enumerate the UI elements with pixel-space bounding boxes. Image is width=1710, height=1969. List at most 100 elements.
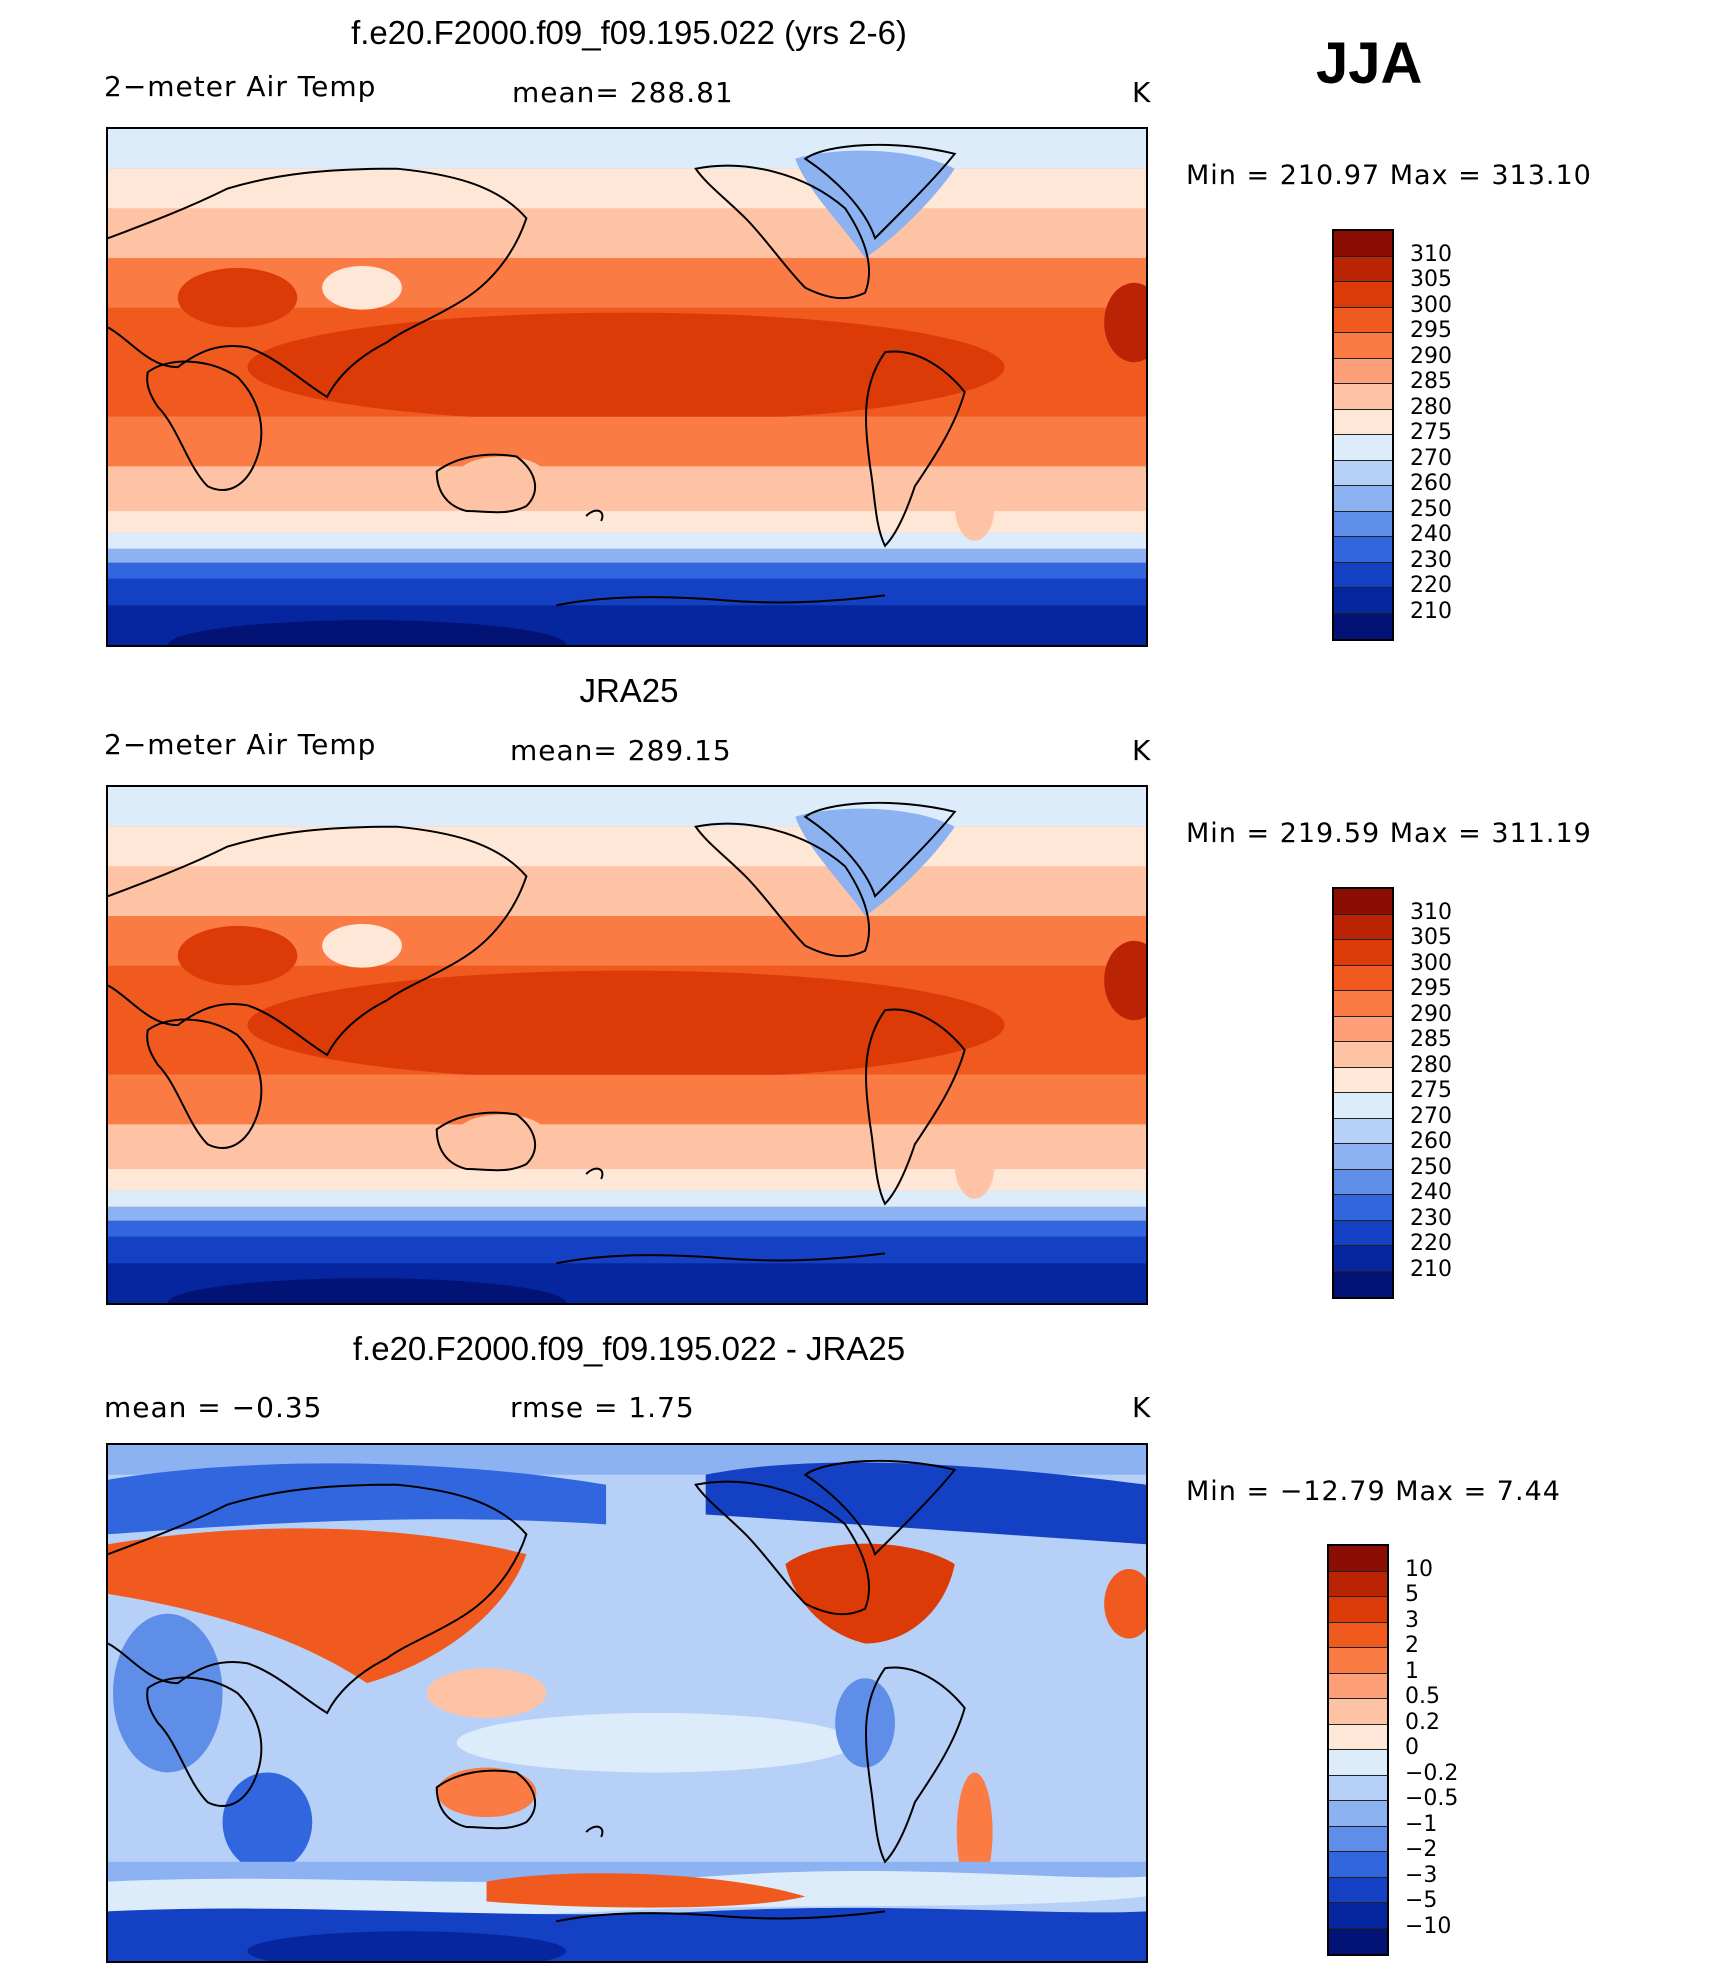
- panel-2-colorbar-tick-label: 275: [1410, 1078, 1452, 1103]
- panel-1-colorbar-tick-label: 290: [1410, 343, 1452, 369]
- panel-2-colorbar-tick-label: 300: [1410, 950, 1452, 976]
- panel-2-colorbar-swatch: [1334, 1271, 1392, 1297]
- panel-2-colorbar-tick-label: 310: [1410, 899, 1452, 925]
- panel-3-colorbar-swatch: [1329, 1648, 1387, 1674]
- panel-3-colorbar-tick-label: −0.2: [1405, 1760, 1459, 1786]
- panel-3-colorbar: [1327, 1544, 1389, 1956]
- panel-1-colorbar: [1332, 229, 1394, 641]
- panel-1-colorbar-swatch: [1334, 486, 1392, 512]
- panel-1-colorbar-swatch: [1334, 256, 1392, 282]
- panel-2-colorbar-tick-label: 295: [1410, 976, 1452, 1001]
- panel-1-colorbar-swatch: [1334, 435, 1392, 461]
- panel-3-colorbar-swatch: [1329, 1903, 1387, 1929]
- panel-3-colorbar-tick-label: −5: [1405, 1888, 1438, 1913]
- panel-2-colorbar-tick-label: 285: [1410, 1027, 1452, 1052]
- panel-3-rmse-label: rmse = 1.75: [510, 1391, 695, 1424]
- panel-2-temperature-field: [108, 787, 1146, 1303]
- panel-2-colorbar: [1332, 887, 1394, 1299]
- panel-2-colorbar-tick-label: 270: [1410, 1103, 1452, 1129]
- panel-2-colorbar-tick-label: 210: [1410, 1256, 1452, 1282]
- panel-1-colorbar-tick-label: 285: [1410, 369, 1452, 394]
- panel-1-colorbar-swatch: [1334, 358, 1392, 384]
- panel-3-colorbar-tick-label: 2: [1405, 1633, 1419, 1658]
- panel-2-colorbar-tick-label: 280: [1410, 1052, 1452, 1078]
- panel-3-colorbar-tick-label: −2: [1405, 1837, 1438, 1862]
- panel-3-colorbar-tick-label: −10: [1405, 1913, 1452, 1939]
- panel-1-colorbar-swatch: [1334, 384, 1392, 410]
- panel-3-colorbar-tick-label: −3: [1405, 1862, 1438, 1888]
- panel-3-map: [106, 1443, 1148, 1963]
- panel-3-colorbar-swatch: [1329, 1622, 1387, 1648]
- panel-1-colorbar-tick-label: 305: [1410, 267, 1452, 292]
- panel-1-colorbar-labels: 310 305 300 295 290 285 280 275 270 260 250 240 230 2…: [1410, 229, 1490, 641]
- panel-3-colorbar-tick-label: 0: [1405, 1735, 1419, 1760]
- panel-3-colorbar-tick-label: 0.5: [1405, 1684, 1440, 1709]
- panel-2-colorbar-swatch: [1334, 1016, 1392, 1042]
- panel-2-minmax: Min = 219.59 Max = 311.19: [1186, 818, 1592, 849]
- panel-3-units-label: K: [1132, 1391, 1152, 1424]
- panel-1-colorbar-tick-label: 230: [1410, 547, 1452, 573]
- panel-2-colorbar-tick-label: 220: [1410, 1231, 1452, 1256]
- panel-1-colorbar-swatch: [1334, 511, 1392, 537]
- panel-2-units-label: K: [1132, 734, 1152, 767]
- panel-3-colorbar-swatch: [1329, 1699, 1387, 1725]
- panel-3-colorbar-swatch: [1329, 1724, 1387, 1750]
- panel-1-colorbar-tick-label: 295: [1410, 318, 1452, 343]
- panel-2-map: [106, 785, 1148, 1305]
- panel-2-colorbar-tick-label: 240: [1410, 1180, 1452, 1205]
- panel-3-colorbar-swatch: [1329, 1775, 1387, 1801]
- panel-3-colorbar-labels: 10 5 3 2 1 0.5 0.2 0 −0.2 −0.5 −1 −2 −3 −5 −10: [1405, 1544, 1495, 1956]
- panel-2-colorbar-swatch: [1334, 1093, 1392, 1119]
- panel-1-map-svg: [108, 129, 1146, 645]
- panel-3-colorbar-swatch: [1329, 1801, 1387, 1827]
- panel-2-colorbar-swatch: [1334, 1246, 1392, 1272]
- panel-3-map-svg: [108, 1445, 1146, 1961]
- panel-2-colorbar-swatch: [1334, 1220, 1392, 1246]
- panel-3-colorbar-tick-label: 3: [1405, 1607, 1419, 1633]
- panel-1-title: f.e20.F2000.f09_f09.195.022 (yrs 2-6): [351, 14, 907, 51]
- panel-1-colorbar-tick-label: 250: [1410, 496, 1452, 522]
- panel-2-variable-label: 2−meter Air Temp: [104, 728, 377, 761]
- panel-3-minmax: Min = −12.79 Max = 7.44: [1186, 1476, 1561, 1507]
- panel-3-colorbar-tick-label: 10: [1405, 1556, 1433, 1582]
- panel-1-colorbar-swatch: [1334, 231, 1392, 257]
- panel-1-variable-label: 2−meter Air Temp: [104, 70, 377, 103]
- panel-1-colorbar-tick-label: 275: [1410, 420, 1452, 445]
- panel-3-colorbar-swatch: [1329, 1750, 1387, 1776]
- panel-2-colorbar-swatch: [1334, 889, 1392, 915]
- panel-2-colorbar-swatch: [1334, 965, 1392, 991]
- panel-3-difference-field: [108, 1445, 1146, 1961]
- panel-1-colorbar-swatch: [1334, 613, 1392, 639]
- panel-3-colorbar-swatch: [1329, 1597, 1387, 1623]
- panel-3-colorbar-tick-label: 5: [1405, 1582, 1419, 1607]
- panel-2-colorbar-swatch: [1334, 914, 1392, 940]
- panel-2-colorbar-labels: 310 305 300 295 290 285 280 275 270 260 250 240 230 2…: [1410, 887, 1490, 1299]
- panel-2-map-svg: [108, 787, 1146, 1303]
- panel-1-colorbar-tick-label: 240: [1410, 522, 1452, 547]
- panel-3-colorbar-swatch: [1329, 1852, 1387, 1878]
- panel-3-colorbar-swatch: [1329, 1877, 1387, 1903]
- panel-3-colorbar-tick-label: 1: [1405, 1658, 1419, 1684]
- panel-2-colorbar-swatch: [1334, 1195, 1392, 1221]
- panel-2-colorbar-tick-label: 305: [1410, 925, 1452, 950]
- panel-2-colorbar-swatch: [1334, 940, 1392, 966]
- panel-1-colorbar-tick-label: 260: [1410, 471, 1452, 496]
- panel-3-colorbar-swatch: [1329, 1546, 1387, 1572]
- panel-1-colorbar-swatch: [1334, 460, 1392, 486]
- panel-1-colorbar-swatch: [1334, 409, 1392, 435]
- panel-2-colorbar-swatch: [1334, 1118, 1392, 1144]
- panel-1-colorbar-tick-label: 300: [1410, 292, 1452, 318]
- panel-2-colorbar-swatch: [1334, 1169, 1392, 1195]
- panel-2-colorbar-tick-label: 290: [1410, 1001, 1452, 1027]
- panel-3-mean-label: mean = −0.35: [104, 1391, 323, 1424]
- panel-1-colorbar-swatch: [1334, 307, 1392, 333]
- panel-3-colorbar-swatch: [1329, 1826, 1387, 1852]
- panel-1-colorbar-swatch: [1334, 333, 1392, 359]
- panel-3-colorbar-tick-label: −0.5: [1405, 1786, 1459, 1811]
- panel-1-units-label: K: [1132, 76, 1152, 109]
- panel-1-colorbar-swatch: [1334, 588, 1392, 614]
- panel-1-colorbar-swatch: [1334, 282, 1392, 308]
- panel-3-colorbar-swatch: [1329, 1928, 1387, 1954]
- panel-2-colorbar-swatch: [1334, 1067, 1392, 1093]
- panel-1-minmax: Min = 210.97 Max = 313.10: [1186, 160, 1592, 191]
